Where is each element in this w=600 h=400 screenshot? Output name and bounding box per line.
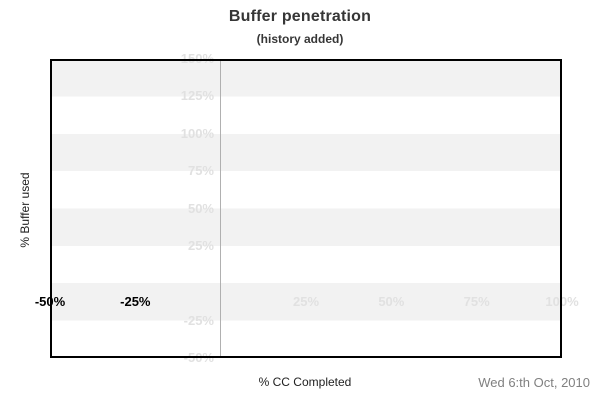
x-tick-label: 75% bbox=[463, 294, 490, 310]
y-tick-label: -50% bbox=[183, 350, 214, 365]
page-title: Buffer penetration bbox=[228, 8, 372, 25]
x-axis-title: % CC Completed bbox=[258, 375, 352, 389]
y-tick-label: 125% bbox=[180, 88, 214, 104]
x-tick-label: 100% bbox=[545, 294, 579, 310]
y-tick-label: 25% bbox=[187, 237, 214, 253]
date-label: Wed 6:th Oct, 2010 bbox=[478, 375, 590, 390]
y-axis-title: % Buffer used bbox=[18, 172, 32, 248]
x-tick-label: -50% bbox=[34, 294, 66, 310]
x-tick-label: 50% bbox=[378, 294, 405, 310]
y-tick-label: -25% bbox=[183, 312, 214, 328]
y-tick-label: 75% bbox=[187, 163, 214, 179]
x-tick-label: 25% bbox=[292, 294, 320, 310]
y-tick-label: 100% bbox=[180, 125, 214, 141]
zero-line bbox=[220, 59, 222, 358]
chart-header: Buffer penetration (history added) bbox=[0, 8, 600, 46]
page-subtitle: (history added) bbox=[256, 32, 344, 46]
x-tick-label: -25% bbox=[120, 294, 151, 310]
y-tick-label: 150% bbox=[180, 51, 214, 66]
y-tick-label: 50% bbox=[187, 200, 214, 216]
plot-area: 150% 125% 100% 75% 50% 25% -25% -50% -50% -25% 25%… bbox=[35, 51, 579, 365]
